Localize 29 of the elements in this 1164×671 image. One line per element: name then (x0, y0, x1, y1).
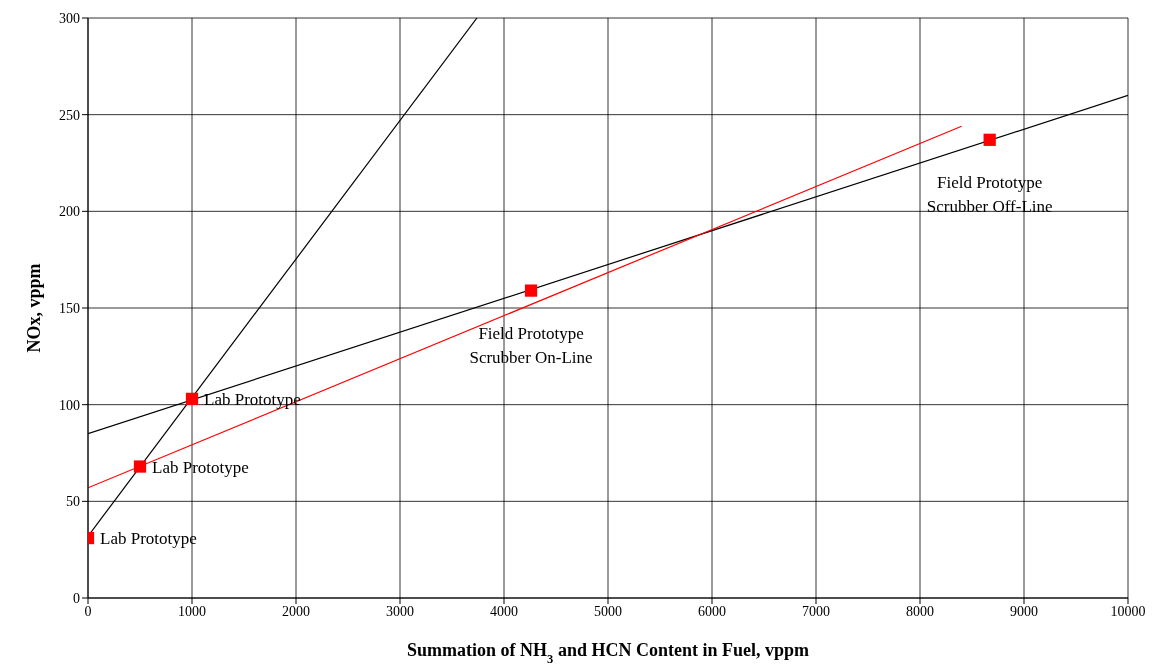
x-axis-title: Summation of NH$_{3}$ and HCN Content in Fuel, vppm (407, 640, 809, 666)
x-tick-label: 1000 (178, 603, 206, 619)
annotation: Lab Prototype (204, 389, 301, 409)
point (524, 284, 538, 297)
point (133, 460, 147, 473)
point (983, 133, 996, 146)
x-tick-label: 10000 (1110, 603, 1146, 619)
y-tick-label: 300 (59, 10, 80, 26)
x-tick-label: 2000 (282, 603, 310, 619)
x-tick-label: 4000 (490, 603, 518, 619)
y-tick-label: 50 (66, 494, 80, 510)
y-tick-label: 200 (59, 204, 80, 220)
y-tick-label: 0 (73, 590, 80, 606)
x-tick-label: 9000 (1010, 603, 1038, 619)
y-axis-title: NOx, vppm (24, 263, 44, 353)
y-tick-label: 100 (59, 397, 80, 413)
point (185, 392, 199, 405)
x-tick-label: 0 (84, 603, 92, 619)
annotation: Field Prototype Scrubber Off-Line (926, 172, 1053, 216)
x-tick-label: 3000 (386, 603, 414, 619)
annotation: Lab Prototype (152, 457, 249, 477)
x-tick-label: 5000 (594, 603, 622, 619)
annotation: Field Prototype Scrubber On-Line (469, 323, 593, 367)
x-tick-label: 6000 (698, 603, 726, 619)
y-tick-label: 150 (59, 300, 80, 316)
annotation: Lab Prototype (100, 529, 197, 549)
x-tick-label: 8000 (906, 603, 934, 619)
y-tick-label: 250 (59, 107, 80, 123)
x-tick-label: 7000 (802, 603, 830, 619)
